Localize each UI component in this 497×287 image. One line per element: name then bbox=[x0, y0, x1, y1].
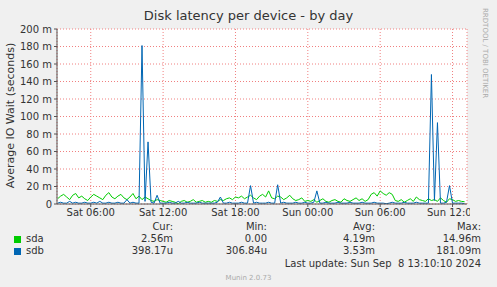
svg-text:100 m: 100 m bbox=[20, 111, 52, 122]
html-text:sdb: sdb bbox=[26, 245, 44, 256]
svg-text:200 m: 200 m bbox=[20, 24, 52, 35]
html-text:Avg:: Avg: bbox=[353, 221, 375, 232]
svg-text:60 m: 60 m bbox=[26, 146, 52, 157]
html-text:Max:: Max: bbox=[457, 221, 481, 232]
svg-text:160 m: 160 m bbox=[20, 59, 52, 70]
html-text:Cur:: Cur: bbox=[152, 221, 173, 232]
svg-text:120 m: 120 m bbox=[20, 94, 52, 105]
html-text:398.17u: 398.17u bbox=[131, 245, 173, 256]
svg-text:Sat 18:00: Sat 18:00 bbox=[211, 207, 259, 218]
svg-text:40 m: 40 m bbox=[26, 164, 52, 175]
svg-text:Sun 06:00: Sun 06:00 bbox=[355, 207, 406, 218]
svg-text:20 m: 20 m bbox=[26, 181, 52, 192]
svg-text:80 m: 80 m bbox=[26, 129, 52, 140]
html-text:Last update: Sun Sep 8 13:10:1: Last update: Sun Sep 8 13:10:10 2024 bbox=[284, 258, 481, 269]
svg-text:Sun 00:00: Sun 00:00 bbox=[282, 207, 333, 218]
html-text:4.19m: 4.19m bbox=[343, 233, 375, 244]
html-text:2.56m: 2.56m bbox=[141, 233, 173, 244]
html-text:14.96m: 14.96m bbox=[442, 233, 481, 244]
svg-text:Sat 06:00: Sat 06:00 bbox=[67, 207, 115, 218]
html-text:Disk latency per device - by d: Disk latency per device - by day bbox=[143, 8, 354, 23]
html-text:Average IO Wait (seconds): Average IO Wait (seconds) bbox=[3, 42, 17, 189]
svg-text:0: 0 bbox=[46, 199, 52, 210]
html-text:181.09m: 181.09m bbox=[436, 245, 481, 256]
svg-text:140 m: 140 m bbox=[20, 76, 52, 87]
svg-text:Sun 12:00: Sun 12:00 bbox=[427, 207, 470, 218]
html-text:RRDTOOL / TOBI OETIKER: RRDTOOL / TOBI OETIKER bbox=[481, 8, 489, 99]
svg-text:180 m: 180 m bbox=[20, 41, 52, 52]
html-text:3.53m: 3.53m bbox=[343, 245, 375, 256]
html-text:Munin 2.0.73: Munin 2.0.73 bbox=[225, 274, 272, 282]
html-text:sda: sda bbox=[26, 233, 44, 244]
html-text:0.00: 0.00 bbox=[244, 233, 267, 244]
html-text:306.84u: 306.84u bbox=[225, 245, 267, 256]
html-text:Min:: Min: bbox=[245, 221, 267, 232]
svg-text:Sat 12:00: Sat 12:00 bbox=[139, 207, 187, 218]
